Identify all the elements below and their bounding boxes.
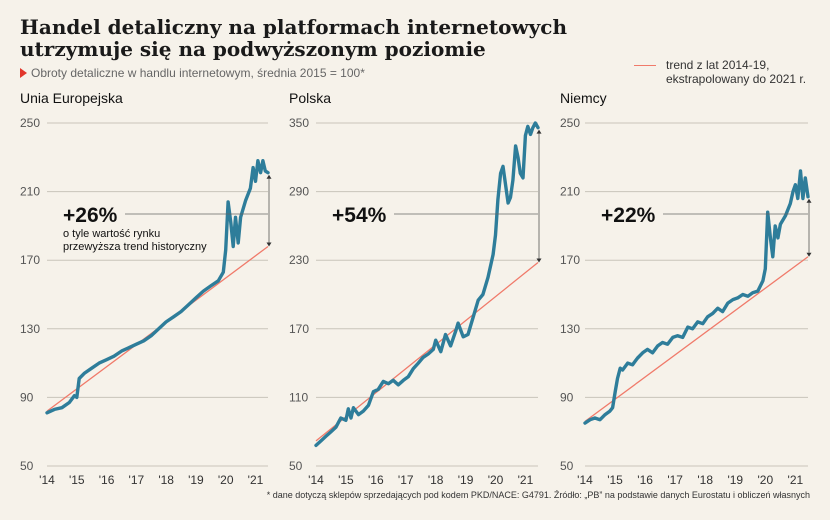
x-tick-label: '16 <box>637 473 653 487</box>
x-tick-label: '21 <box>248 473 264 487</box>
y-tick-label: 90 <box>20 390 34 404</box>
x-tick-label: '21 <box>788 473 804 487</box>
arrow-head-bottom <box>536 258 542 263</box>
trend-line <box>584 256 809 422</box>
x-tick-label: '20 <box>758 473 774 487</box>
annotation-value: +26% <box>63 204 118 227</box>
y-tick-label: 230 <box>289 253 309 267</box>
chart-panel: Niemcy 50 90 130 170 210 250 '14 '15 '16 '17 '18 '19… <box>560 90 812 487</box>
chart-title: Handel detaliczny na platformach interne… <box>20 15 567 61</box>
y-tick-label: 210 <box>560 185 580 199</box>
y-tick-label: 350 <box>289 116 309 130</box>
subtitle: Obroty detaliczne w handlu internetowym,… <box>20 66 365 80</box>
y-tick-label: 90 <box>560 390 574 404</box>
series-line <box>583 169 810 425</box>
x-tick-label: '17 <box>129 473 145 487</box>
legend-label: trend z lat 2014-19, ekstrapolowany do 2… <box>666 58 807 86</box>
y-tick-label: 250 <box>560 116 580 130</box>
x-tick-label: '19 <box>458 473 474 487</box>
x-tick-label: '16 <box>99 473 115 487</box>
footnote: * dane dotyczą sklepów sprzedających pod… <box>266 490 810 500</box>
x-tick-label: '19 <box>727 473 743 487</box>
y-tick-label: 50 <box>20 459 34 473</box>
series-line <box>45 158 270 415</box>
x-tick-label: '21 <box>518 473 534 487</box>
x-tick-label: '18 <box>158 473 174 487</box>
arrow-head-bottom <box>266 242 272 247</box>
y-tick-label: 170 <box>560 253 580 267</box>
y-tick-label: 110 <box>289 390 308 404</box>
x-tick-label: '15 <box>338 473 354 487</box>
y-tick-label: 250 <box>20 116 40 130</box>
x-tick-label: '14 <box>308 473 324 487</box>
x-tick-label: '15 <box>607 473 623 487</box>
series-line <box>314 121 540 448</box>
x-tick-label: '17 <box>398 473 414 487</box>
y-tick-label: 50 <box>289 459 303 473</box>
panel-title: Polska <box>289 90 331 106</box>
x-tick-label: '16 <box>368 473 384 487</box>
x-tick-label: '18 <box>428 473 444 487</box>
chart-panel: Unia Europejska 50 90 130 170 210 250 '14 '15 '16… <box>20 90 272 487</box>
chart-panel: Polska 50 110 170 230 290 350 '14 '15 '16 '17 '18 '1… <box>289 90 542 487</box>
annotation-value: +22% <box>601 204 656 227</box>
panel-title: Niemcy <box>560 90 607 106</box>
y-tick-label: 50 <box>560 459 574 473</box>
y-tick-label: 130 <box>20 322 40 336</box>
x-tick-label: '19 <box>188 473 204 487</box>
legend: trend z lat 2014-19, ekstrapolowany do 2… <box>634 58 816 86</box>
annotation-text: przewyższa trend historyczny <box>63 241 207 253</box>
arrow-head-bottom <box>806 252 812 257</box>
y-tick-label: 170 <box>20 253 40 267</box>
x-tick-label: '20 <box>218 473 234 487</box>
x-tick-label: '18 <box>697 473 713 487</box>
y-tick-label: 130 <box>560 322 580 336</box>
annotation-value: +54% <box>332 204 387 227</box>
x-tick-label: '15 <box>69 473 85 487</box>
arrow-head-top <box>266 174 272 179</box>
y-tick-label: 290 <box>289 185 309 199</box>
legend-trend-swatch <box>634 65 656 66</box>
subtitle-text: Obroty detaliczne w handlu internetowym,… <box>31 66 365 80</box>
y-tick-label: 170 <box>289 322 309 336</box>
panel-title: Unia Europejska <box>20 90 123 106</box>
red-triangle-icon <box>20 68 27 78</box>
arrow-head-top <box>806 198 812 203</box>
annotation-text: o tyle wartość rynku <box>63 228 160 240</box>
y-tick-label: 210 <box>20 185 40 199</box>
x-tick-label: '14 <box>39 473 55 487</box>
x-tick-label: '17 <box>667 473 683 487</box>
x-tick-label: '20 <box>488 473 504 487</box>
x-tick-label: '14 <box>577 473 593 487</box>
arrow-head-top <box>536 129 542 134</box>
